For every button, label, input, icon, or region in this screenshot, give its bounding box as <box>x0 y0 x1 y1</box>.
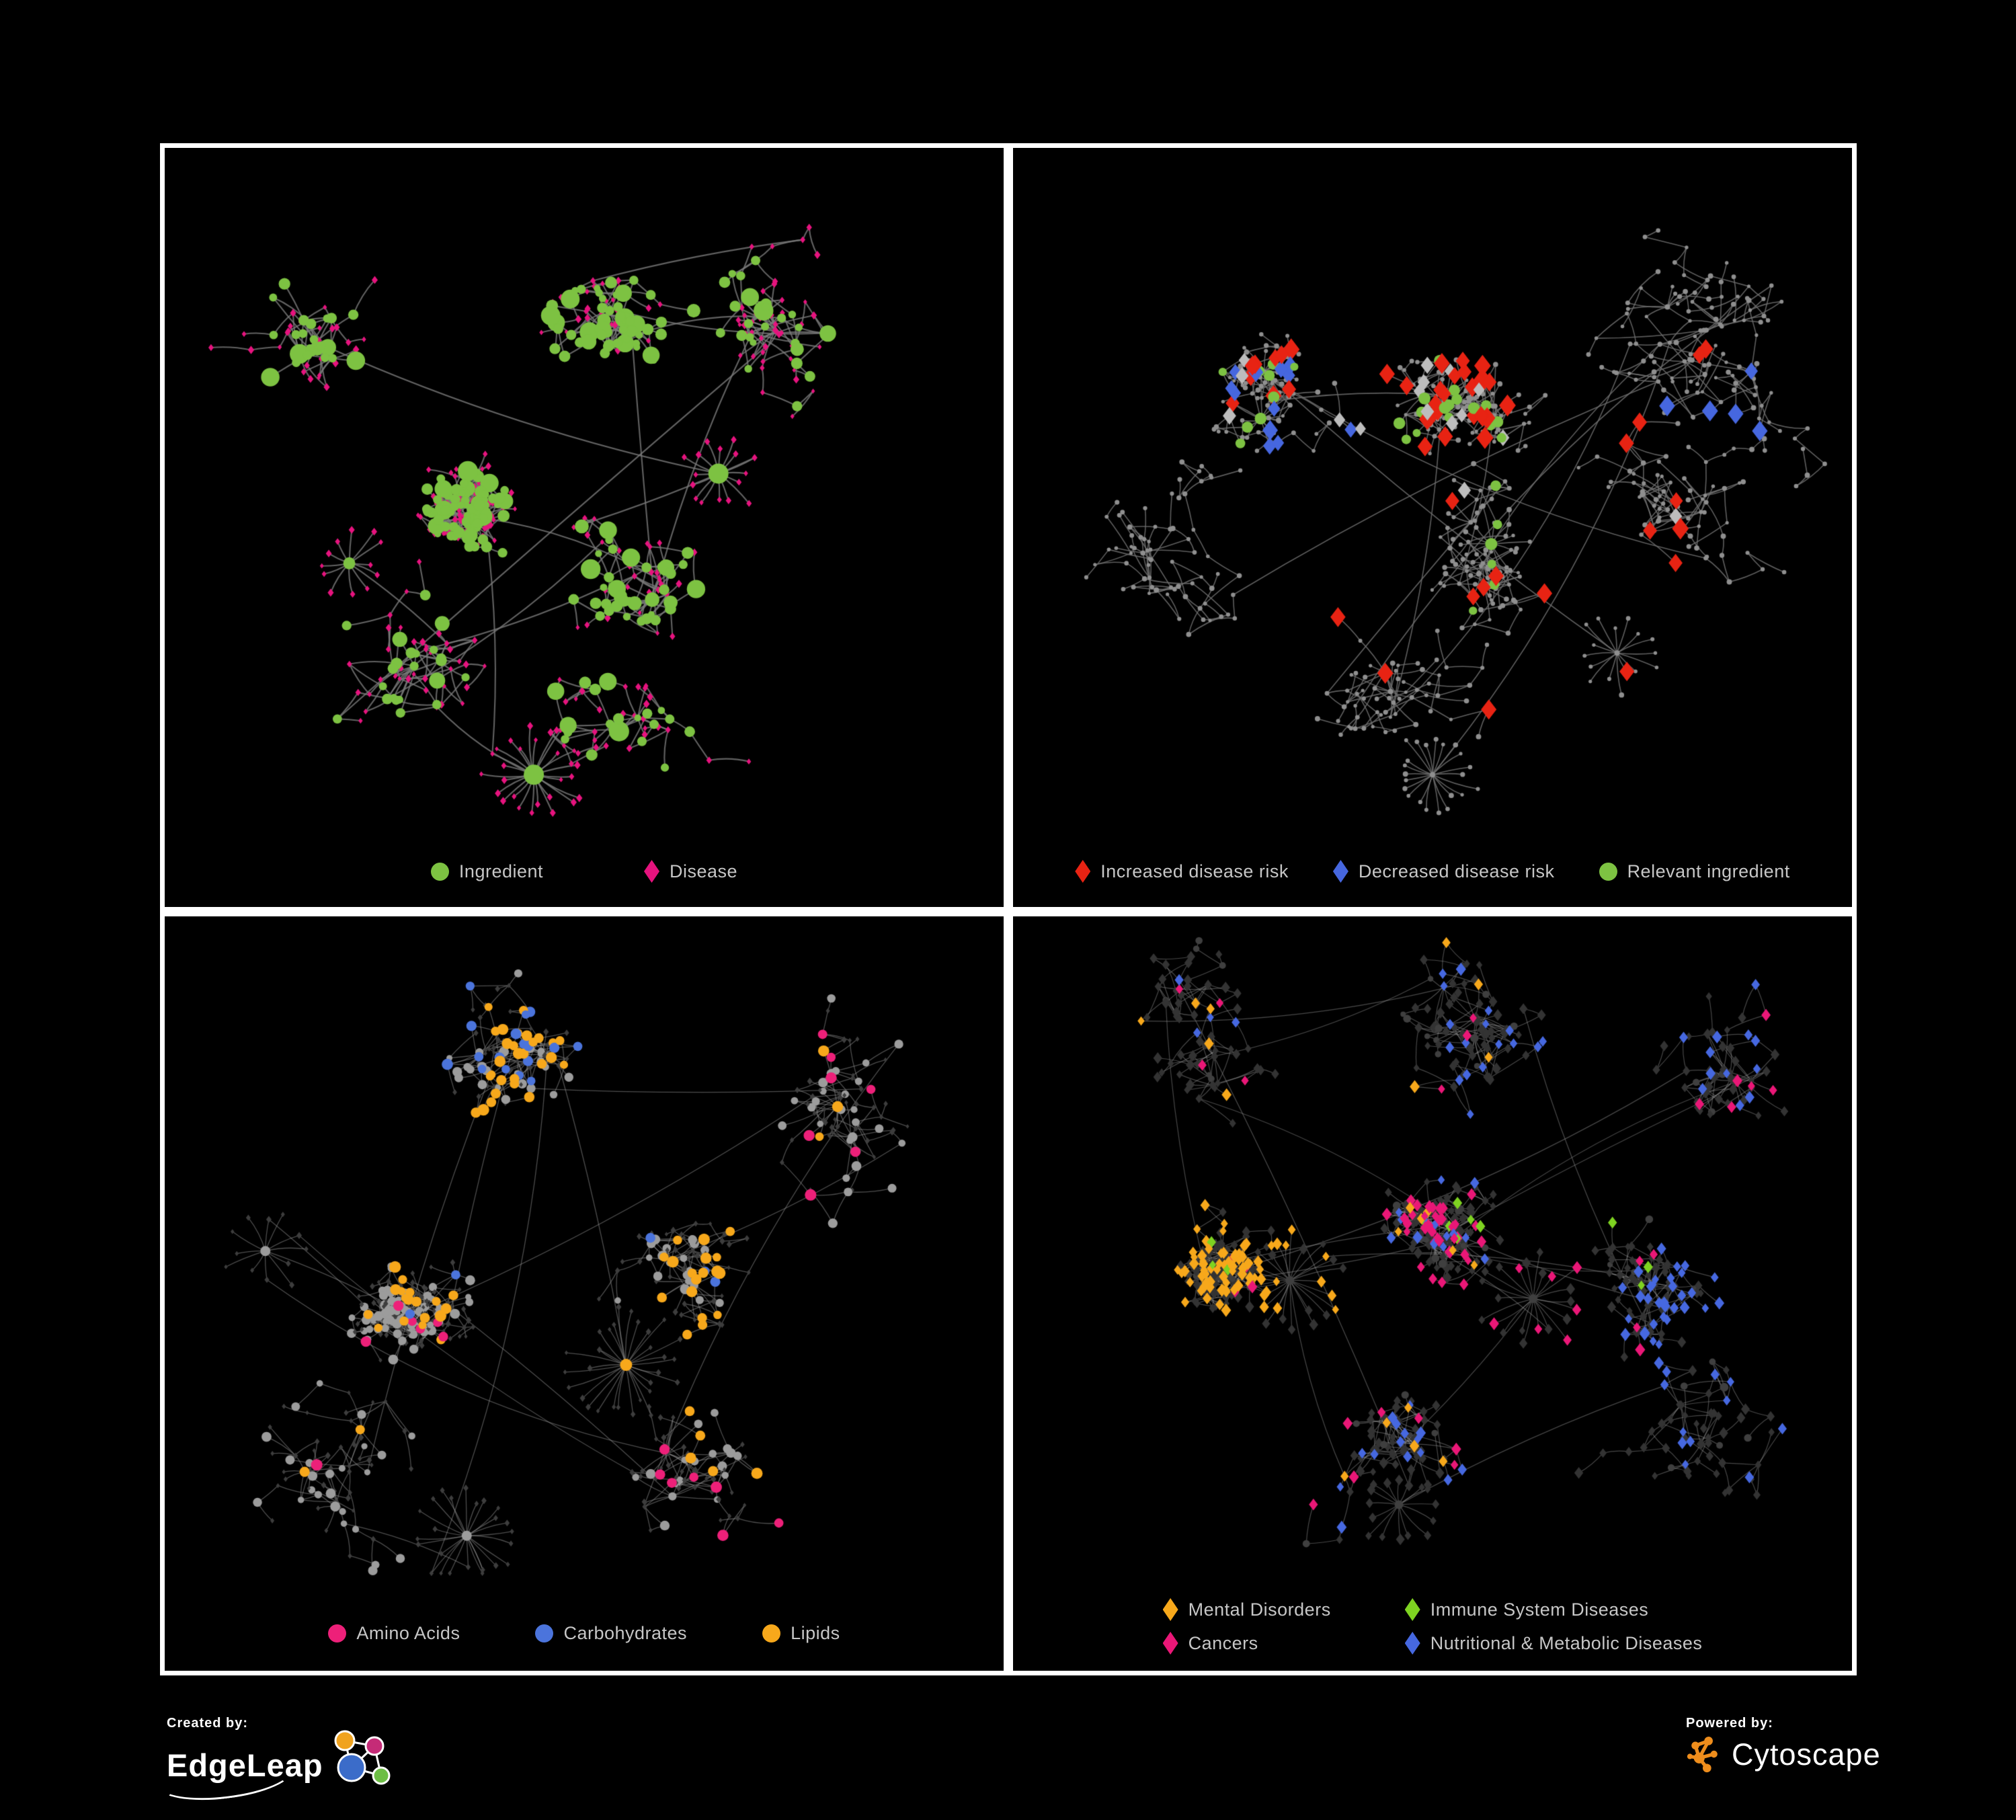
network-canvas-ingredient-disease <box>165 148 1004 907</box>
legend-label: Decreased disease risk <box>1358 861 1555 881</box>
legend-item: Mental Disorders <box>1162 1598 1331 1621</box>
legend-label: Ingredient <box>458 861 544 881</box>
decreased-risk-diamond-icon <box>1332 860 1348 883</box>
immune-system-diseases-diamond-icon <box>1404 1598 1420 1621</box>
legend-item: Immune System Diseases <box>1404 1598 1649 1621</box>
cytoscape-logo-icon <box>1687 1737 1718 1773</box>
legend-item: Cancers <box>1162 1632 1258 1655</box>
legend-disease-classes: Mental Disorders Immune System Diseases … <box>1013 1598 1852 1655</box>
legend-item: Increased disease risk <box>1075 860 1289 883</box>
cytoscape-brand-text: Cytoscape <box>1732 1737 1881 1772</box>
legend-item: Ingredient <box>430 861 544 882</box>
legend-label: Nutritional & Metabolic Diseases <box>1430 1632 1703 1653</box>
created-by-block: Created by: EdgeLeap <box>155 1716 395 1807</box>
amino-acids-circle-icon <box>328 1624 347 1643</box>
cancers-diamond-icon <box>1162 1632 1178 1655</box>
created-by-label: Created by: <box>167 1716 249 1731</box>
legend-item: Amino Acids <box>328 1623 460 1644</box>
network-canvas-disease-risk <box>1013 148 1852 907</box>
network-canvas-nutrient-classes <box>165 916 1004 1671</box>
legend-label: Disease <box>670 861 738 881</box>
legend-label: Carbohydrates <box>563 1623 688 1643</box>
legend-ingredient-disease: Ingredient Disease <box>165 860 1004 883</box>
panel-nutrient-classes: Amino Acids Carbohydrates Lipids <box>160 912 1008 1675</box>
legend-item: Lipids <box>762 1623 840 1644</box>
legend-item: Nutritional & Metabolic Diseases <box>1404 1632 1703 1655</box>
legend-item: Carbohydrates <box>535 1623 687 1644</box>
edgeleap-logo-icon <box>334 1730 391 1785</box>
powered-by-label: Powered by: <box>1686 1716 1773 1731</box>
legend-label: Mental Disorders <box>1188 1599 1331 1620</box>
panel-disease-classes: Mental Disorders Immune System Diseases … <box>1008 912 1857 1675</box>
increased-risk-diamond-icon <box>1075 860 1091 883</box>
panel-disease-risk: Increased disease risk Decreased disease… <box>1008 143 1857 912</box>
powered-by-block: Powered by: Cytoscape <box>1686 1716 1881 1774</box>
legend-label: Increased disease risk <box>1100 861 1289 881</box>
legend-disease-risk: Increased disease risk Decreased disease… <box>1013 860 1852 883</box>
legend-item: Disease <box>644 860 737 883</box>
nutritional-metabolic-diseases-diamond-icon <box>1404 1632 1420 1655</box>
ingredient-circle-icon <box>430 862 449 881</box>
panel-ingredient-disease: Ingredient Disease <box>160 143 1008 912</box>
edgeleap-brand-text: EdgeLeap <box>167 1747 323 1783</box>
network-canvas-disease-classes <box>1013 916 1852 1671</box>
panels-grid: Ingredient Disease Increased disease ris… <box>160 143 1857 1675</box>
legend-item: Decreased disease risk <box>1332 860 1555 883</box>
legend-item: Relevant ingredient <box>1599 861 1790 882</box>
mental-disorders-diamond-icon <box>1162 1598 1178 1621</box>
relevant-ingredient-circle-icon <box>1599 862 1617 881</box>
legend-label: Amino Acids <box>356 1623 460 1643</box>
legend-label: Cancers <box>1188 1632 1258 1653</box>
carbohydrates-circle-icon <box>535 1624 554 1643</box>
legend-nutrient-classes: Amino Acids Carbohydrates Lipids <box>165 1623 1004 1644</box>
legend-label: Immune System Diseases <box>1430 1599 1649 1620</box>
disease-diamond-icon <box>644 860 660 883</box>
lipids-circle-icon <box>762 1624 781 1643</box>
legend-label: Lipids <box>791 1623 840 1643</box>
legend-label: Relevant ingredient <box>1627 861 1790 881</box>
